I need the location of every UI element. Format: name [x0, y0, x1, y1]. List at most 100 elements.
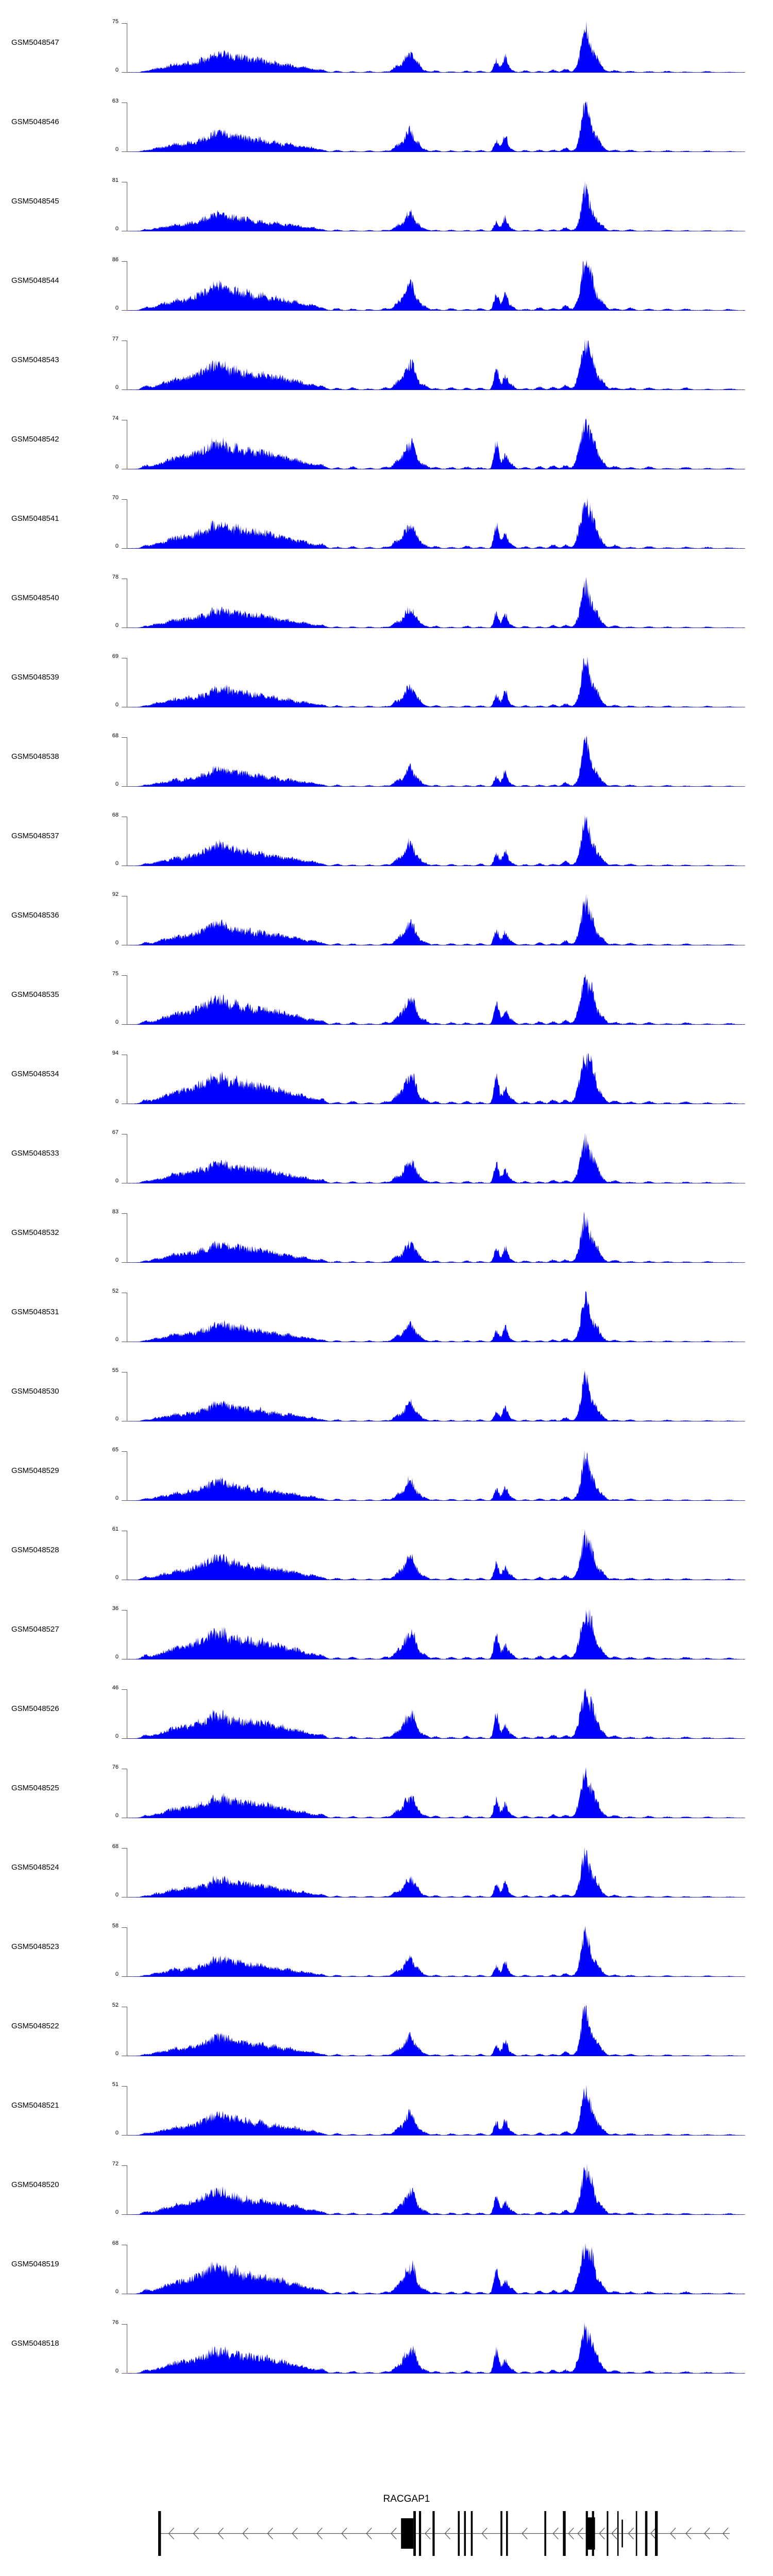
signal-track[interactable]: GSM5048541 70 0 [0, 487, 773, 567]
track-coverage-plot[interactable] [127, 1846, 745, 1897]
gene-exon[interactable] [585, 2511, 588, 2556]
gene-coding-exon[interactable] [587, 2517, 595, 2550]
track-coverage-plot[interactable] [127, 1132, 745, 1183]
axis-top-tick [122, 1451, 127, 1452]
track-coverage-plot[interactable] [127, 894, 745, 945]
signal-track[interactable]: GSM5048533 67 0 [0, 1122, 773, 1201]
track-coverage-plot[interactable] [127, 22, 745, 73]
gene-strand-arrow-icon [628, 2528, 634, 2539]
track-axis-max-value: 51 [112, 2081, 119, 2088]
track-axis-max-value: 65 [112, 1447, 119, 1453]
signal-track[interactable]: GSM5048540 78 0 [0, 567, 773, 646]
track-coverage-plot[interactable] [127, 1926, 745, 1977]
track-coverage-plot[interactable] [127, 2323, 745, 2374]
signal-track[interactable]: GSM5048542 74 0 [0, 408, 773, 487]
signal-track[interactable]: GSM5048529 65 0 [0, 1439, 773, 1519]
track-coverage-plot[interactable] [127, 498, 745, 549]
track-coverage-plot[interactable] [127, 1291, 745, 1342]
signal-track[interactable]: GSM5048537 68 0 [0, 805, 773, 884]
gene-strand-arrow-icon [522, 2528, 528, 2539]
track-axis-min-value: 0 [115, 305, 119, 311]
track-axis-min-value: 0 [115, 702, 119, 708]
track-coverage-plot[interactable] [127, 577, 745, 628]
track-coverage-plot[interactable] [127, 736, 745, 787]
track-coverage-plot[interactable] [127, 1212, 745, 1263]
signal-track[interactable]: GSM5048527 36 0 [0, 1598, 773, 1677]
signal-track[interactable]: GSM5048530 55 0 [0, 1360, 773, 1439]
signal-track[interactable]: GSM5048547 75 0 [0, 11, 773, 91]
signal-track[interactable]: GSM5048546 63 0 [0, 91, 773, 170]
signal-track[interactable]: GSM5048534 94 0 [0, 1043, 773, 1122]
signal-track[interactable]: GSM5048525 76 0 [0, 1757, 773, 1836]
track-sample-label: GSM5048544 [11, 276, 59, 285]
track-coverage-plot[interactable] [127, 1370, 745, 1421]
gene-exon[interactable] [621, 2519, 623, 2548]
signal-track[interactable]: GSM5048536 92 0 [0, 884, 773, 963]
gene-exon[interactable] [544, 2511, 546, 2556]
track-sample-label: GSM5048545 [11, 197, 59, 206]
gene-exon[interactable] [500, 2511, 502, 2556]
signal-track[interactable]: GSM5048522 52 0 [0, 1995, 773, 2074]
gene-exon[interactable] [635, 2511, 637, 2556]
track-axis-max-value: 78 [112, 574, 119, 580]
track-coverage-plot[interactable] [127, 101, 745, 152]
track-coverage-plot[interactable] [127, 974, 745, 1025]
signal-track[interactable]: GSM5048524 68 0 [0, 1836, 773, 1916]
track-coverage-plot[interactable] [127, 1529, 745, 1580]
signal-track[interactable]: GSM5048521 51 0 [0, 2074, 773, 2154]
gene-exon[interactable] [418, 2511, 422, 2556]
track-axis-min-value: 0 [115, 1574, 119, 1581]
gene-exon[interactable] [645, 2511, 648, 2556]
gene-exon[interactable] [158, 2511, 161, 2556]
gene-exon[interactable] [654, 2511, 658, 2556]
gene-strand-arrow-icon [481, 2528, 488, 2539]
gene-exon[interactable] [617, 2511, 619, 2556]
track-coverage-plot[interactable] [127, 656, 745, 707]
track-coverage-plot[interactable] [127, 339, 745, 390]
track-sample-label: GSM5048534 [11, 1070, 59, 1078]
gene-exon[interactable] [458, 2511, 460, 2556]
track-coverage-plot[interactable] [127, 180, 745, 231]
signal-track[interactable]: GSM5048520 72 0 [0, 2154, 773, 2233]
gene-exon[interactable] [470, 2511, 473, 2556]
signal-track[interactable]: GSM5048526 46 0 [0, 1677, 773, 1757]
gene-exon[interactable] [607, 2511, 609, 2556]
track-coverage-plot[interactable] [127, 418, 745, 469]
track-coverage-plot[interactable] [127, 2084, 745, 2136]
gene-exon[interactable] [413, 2511, 416, 2556]
gene-exon[interactable] [563, 2511, 566, 2556]
track-coverage-plot[interactable] [127, 1767, 745, 1818]
track-coverage-plot[interactable] [127, 815, 745, 866]
signal-track[interactable]: GSM5048544 86 0 [0, 249, 773, 329]
track-sample-label: GSM5048524 [11, 1863, 59, 1872]
signal-track[interactable]: GSM5048528 61 0 [0, 1519, 773, 1598]
signal-track[interactable]: GSM5048543 77 0 [0, 329, 773, 408]
track-coverage-plot[interactable] [127, 1688, 745, 1739]
track-sample-label: GSM5048540 [11, 594, 59, 602]
gene-exon[interactable] [464, 2511, 466, 2556]
track-coverage-plot[interactable] [127, 260, 745, 311]
signal-track[interactable]: GSM5048518 76 0 [0, 2312, 773, 2392]
gene-exon[interactable] [432, 2511, 435, 2556]
track-axis-min-value: 0 [115, 226, 119, 232]
signal-track[interactable]: GSM5048539 69 0 [0, 646, 773, 725]
signal-track[interactable]: GSM5048531 52 0 [0, 1281, 773, 1360]
signal-track[interactable]: GSM5048545 81 0 [0, 170, 773, 249]
gene-strand-arrow-icon [704, 2528, 710, 2539]
track-coverage-plot[interactable] [127, 2243, 745, 2294]
track-coverage-plot[interactable] [127, 1450, 745, 1501]
gene-exon[interactable] [506, 2511, 508, 2556]
signal-track[interactable]: GSM5048523 58 0 [0, 1916, 773, 1995]
signal-track[interactable]: GSM5048532 83 0 [0, 1201, 773, 1281]
track-axis-max-value: 52 [112, 1288, 119, 1294]
track-coverage-plot[interactable] [127, 1608, 745, 1659]
signal-track[interactable]: GSM5048538 68 0 [0, 725, 773, 805]
gene-coding-exon[interactable] [401, 2518, 414, 2549]
axis-bottom-tick [122, 1976, 127, 1977]
signal-track[interactable]: GSM5048535 75 0 [0, 963, 773, 1043]
track-coverage-plot[interactable] [127, 2164, 745, 2215]
track-coverage-plot[interactable] [127, 2005, 745, 2056]
axis-bottom-tick [122, 786, 127, 787]
signal-track[interactable]: GSM5048519 68 0 [0, 2233, 773, 2312]
track-coverage-plot[interactable] [127, 1053, 745, 1104]
